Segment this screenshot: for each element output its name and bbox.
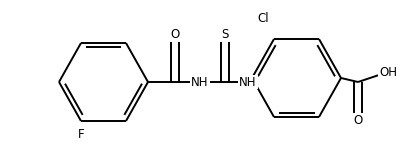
Text: O: O [354, 113, 363, 127]
Text: O: O [170, 28, 180, 42]
Text: NH: NH [239, 76, 257, 88]
Text: S: S [221, 28, 229, 42]
Text: NH: NH [191, 76, 209, 88]
Text: Cl: Cl [257, 12, 269, 24]
Text: F: F [78, 128, 84, 140]
Text: OH: OH [379, 66, 397, 79]
